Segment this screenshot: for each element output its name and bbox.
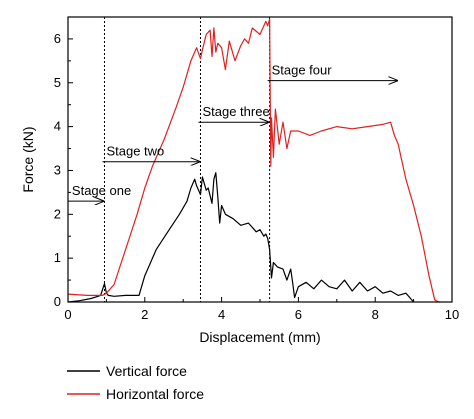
horizontal-force-line <box>67 18 441 303</box>
legend-label: Horizontal force <box>106 386 204 402</box>
y-tick-label: 3 <box>54 162 61 177</box>
legend-label: Vertical force <box>106 363 187 379</box>
legend: Vertical force Horizontal force <box>67 363 204 402</box>
y-tick-label: 5 <box>54 75 61 90</box>
x-tick-label: 4 <box>218 307 225 322</box>
y-tick-label: 0 <box>54 294 61 309</box>
x-tick-label: 8 <box>372 307 379 322</box>
x-tick-label: 0 <box>64 307 71 322</box>
y-axis-label: Force (kN) <box>20 126 36 192</box>
stage-label: Stage four <box>272 63 333 78</box>
x-axis-label: Displacement (mm) <box>199 329 320 345</box>
series-layer <box>67 18 441 303</box>
stage-label: Stage one <box>72 183 131 198</box>
x-tick-label: 2 <box>141 307 148 322</box>
vertical-force-line <box>67 172 415 303</box>
y-tick-label: 6 <box>54 31 61 46</box>
axis-ticks: 0 2 4 6 8 10 0 1 2 3 4 5 6 <box>54 31 459 322</box>
y-tick-label: 2 <box>54 206 61 221</box>
x-tick-label: 6 <box>295 307 302 322</box>
stage-annotations: Stage one Stage two Stage three Stage four <box>67 63 397 202</box>
y-tick-label: 1 <box>54 250 61 265</box>
x-tick-label: 10 <box>445 307 459 322</box>
stage-label: Stage three <box>202 104 269 119</box>
stage-label: Stage two <box>106 144 164 159</box>
y-tick-label: 4 <box>54 119 61 134</box>
